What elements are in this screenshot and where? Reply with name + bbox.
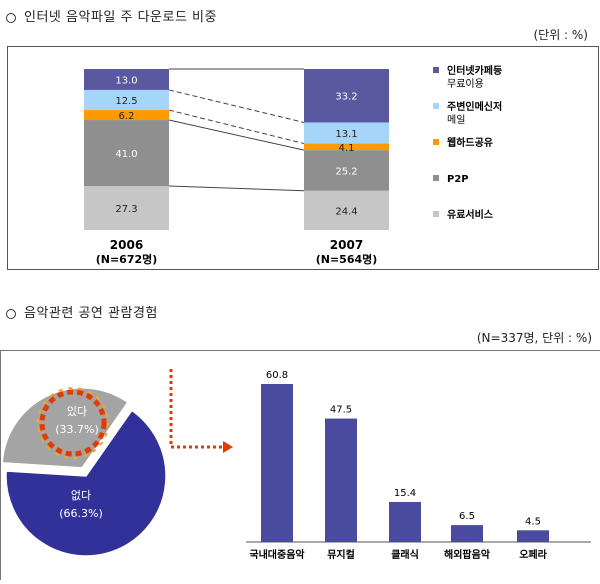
legend-swatch [433,139,439,145]
pie-slice [5,409,167,557]
stacked-bar-segment [304,69,389,123]
legend-swatch [433,175,439,181]
category-sublabel: (N=564명) [316,252,378,266]
stacked-bar-segment [304,122,389,144]
stacked-bar-segment [84,110,169,121]
series-connector-line [168,109,305,145]
stacked-bar-chart: 27.3 41.0 6.2 12.5 13.0 2006(N=672명) 24.4 25.2 4… [84,64,502,266]
bar-value-label: 6.5 [459,511,475,522]
segment-value-label: 4.1 [339,143,355,154]
pie-slice [1,387,129,469]
stacked-bar-segment [304,150,389,191]
pie-slice-label: 있다 [67,405,87,418]
performance-chart-panel: 있다 (33.7%) 없다 (66.3%) 60.8 국내대중음악 47.5 뮤지컬 15.4 클… [0,350,600,580]
section1-title: 인터넷 음악파일 주 다운로드 비중 [6,6,217,25]
section1-unit: (단위 : %) [533,28,588,42]
bar [517,530,549,542]
pie-slice-percent: (66.3%) [59,507,103,520]
segment-value-label: 6.2 [119,111,135,122]
segment-value-label: 12.5 [115,96,137,107]
series-connector-line [168,119,305,151]
stacked-bar-segment [84,69,169,90]
category-tick-label: 뮤지컬 [327,548,355,561]
legend-swatch [433,211,439,217]
bar [325,418,357,542]
pie-slice-percent: (33.7%) [55,423,99,436]
segment-value-label: 33.2 [335,92,357,103]
segment-value-label: 13.1 [335,129,357,140]
segment-value-label: 25.2 [335,166,357,177]
series-connector-line [168,185,305,192]
segment-value-label: 27.3 [115,204,137,215]
category-label: 2006 [110,238,143,252]
bar-value-label: 4.5 [525,516,541,527]
legend-swatch [433,103,439,109]
section2-unit: (N=337명, 단위 : %) [476,331,592,345]
category-tick-label: 오페라 [519,548,547,561]
circle-bullet-icon [6,12,16,23]
pie-slice-label: 없다 [71,489,91,502]
legend-label: 유료서비스 [447,208,493,221]
legend-label: 무료이용 [447,78,484,90]
bar-value-label: 15.4 [394,488,416,499]
highlight-dotted-ring [37,387,109,459]
legend-label: 웹하드공유 [447,136,493,149]
category-tick-label: 해외팝음악 [444,548,491,561]
segment-value-label: 41.0 [115,149,137,160]
section2-title: 음악관련 공연 관람경험 [6,302,158,321]
series-connector-line [168,89,305,123]
bar [389,501,421,542]
stacked-bar-segment [84,89,169,111]
stacked-chart-panel: 27.3 41.0 6.2 12.5 13.0 2006 (N=672명) 24.4 25.2 4… [7,46,599,270]
category-tick-label: 국내대중음악 [249,548,305,561]
arrowhead-icon [223,441,233,453]
category-sublabel: (N=672명) [96,252,158,266]
bar-value-label: 47.5 [330,405,352,416]
legend-label: P2P [447,174,469,185]
legend-label: 주변인메신저 [447,100,502,113]
category-label: 2007 [330,238,363,252]
legend-swatch [433,67,439,73]
performance-chart: 있다 (33.7%) 없다 (66.3%) 60.8 국내대중음악 47.5 뮤지컬 15.4 클… [1,365,591,561]
segment-value-label: 24.4 [335,206,357,217]
circle-bullet-icon [6,308,16,319]
segment-value-label: 13.0 [115,75,137,86]
highlight-dotted-circle [39,389,107,457]
bar-value-label: 60.8 [266,370,288,381]
stacked-bar-segment [84,120,169,187]
stacked-bar-segment [304,190,389,230]
stacked-bar-segment [84,186,169,230]
legend-label: 인터넷카페등 [447,64,502,77]
bar [261,384,293,542]
stacked-bar-segment [304,143,389,151]
legend-label: 메일 [447,114,465,126]
category-tick-label: 클래식 [391,548,419,561]
highlight-connector-line [169,369,223,449]
bar [451,525,483,542]
